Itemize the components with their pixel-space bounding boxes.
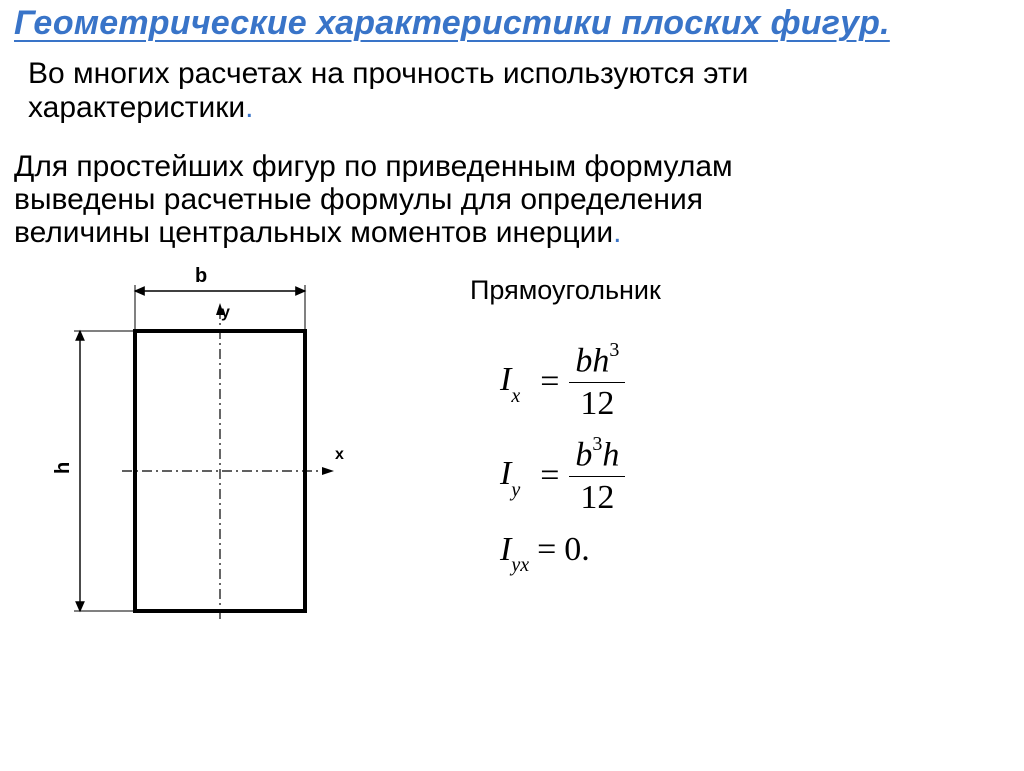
- iy-num-h: h: [602, 437, 619, 474]
- shape-name-label: Прямоугольник: [470, 275, 1024, 306]
- height-label: h: [52, 462, 75, 474]
- width-label: b: [195, 265, 207, 288]
- figure-column: b y x h: [0, 271, 400, 641]
- para-line-1: Для простейших фигур по приведенным форм…: [14, 150, 733, 183]
- iy-num-b: b: [575, 437, 592, 474]
- para-dot: .: [613, 216, 621, 249]
- ix-den: 12: [574, 385, 620, 422]
- formula-column: Прямоугольник Ix = bh3 12 Iy: [400, 271, 1024, 641]
- iy-sub: y: [511, 479, 520, 501]
- y-axis-label: y: [221, 304, 230, 322]
- ix-var: I: [500, 361, 511, 398]
- x-axis-label: x: [335, 446, 344, 464]
- formulas-block: Ix = bh3 12 Iy = b3h: [500, 342, 1024, 573]
- intro-dot: .: [245, 91, 253, 124]
- iyx-var: I: [500, 531, 511, 568]
- iyx-sub: yx: [511, 554, 529, 576]
- ix-num-h: h: [592, 343, 609, 380]
- rectangle-diagram: [40, 271, 360, 641]
- iy-den: 12: [574, 479, 620, 516]
- x-axis-arrow-icon: [322, 467, 334, 475]
- page-title: Геометрические характеристики плоских фи…: [0, 4, 1024, 43]
- body-paragraph: Для простейших фигур по приведенным форм…: [0, 150, 1024, 249]
- ix-exp: 3: [609, 339, 619, 361]
- iyx-val: 0.: [564, 531, 590, 568]
- ix-sub: x: [511, 385, 520, 407]
- formula-iy: Iy = b3h 12: [500, 436, 1024, 516]
- para-line-3: величины центральных моментов инерции: [14, 216, 613, 249]
- content-row: b y x h: [0, 271, 1024, 641]
- intro-paragraph: Во многих расчетах на прочность использу…: [0, 57, 1024, 124]
- formula-iyx: Iyx=0.: [500, 531, 1024, 574]
- intro-line-2: характеристики: [28, 91, 245, 124]
- formula-ix: Ix = bh3 12: [500, 342, 1024, 422]
- intro-line-1: Во многих расчетах на прочность использу…: [28, 57, 748, 90]
- iy-var: I: [500, 455, 511, 492]
- para-line-2: выведены расчетные формулы для определен…: [14, 183, 703, 216]
- ix-num-b: b: [575, 343, 592, 380]
- iy-exp: 3: [592, 433, 602, 455]
